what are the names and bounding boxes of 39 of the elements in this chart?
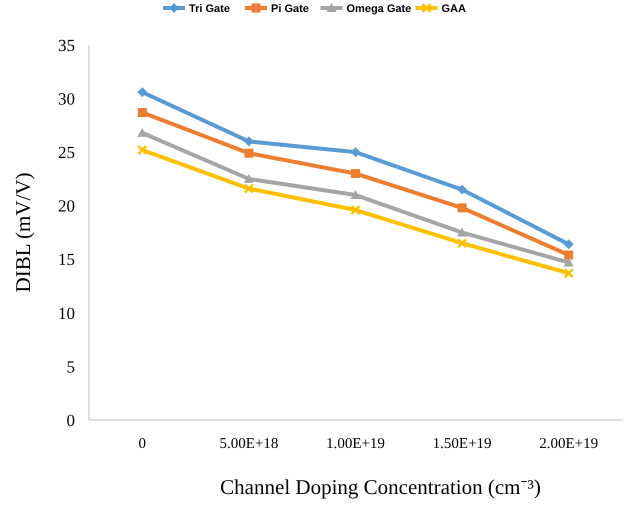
y-tick-label: 0 [66, 410, 75, 430]
point [564, 239, 574, 250]
point [458, 203, 467, 212]
x-tick-label: 2.00E+19 [539, 436, 598, 452]
y-tick-label: 25 [58, 143, 75, 162]
y-tick-label: 30 [58, 90, 75, 109]
x-tick-label: 5.00E+18 [219, 436, 278, 452]
point [351, 169, 360, 178]
y-tick-label: 10 [58, 304, 75, 323]
point [350, 190, 360, 199]
point [456, 238, 468, 248]
point [564, 250, 574, 260]
point [350, 204, 361, 216]
point [564, 258, 574, 266]
x-tick-label: 1.00E+19 [326, 436, 385, 452]
y-tick-label: 35 [58, 36, 75, 55]
point [457, 228, 468, 236]
y-tick-label: 20 [58, 196, 75, 216]
legend-label: Pi Gate [271, 2, 309, 15]
point [563, 268, 574, 278]
legend-label: Omega Gate [346, 2, 412, 15]
legend-label: Tri Gate [189, 2, 230, 15]
point [137, 128, 148, 137]
point [137, 144, 148, 156]
point [244, 136, 254, 146]
y-tick-label: 5 [66, 357, 75, 376]
point [457, 184, 468, 195]
y-tick-label: 15 [58, 250, 75, 270]
point [244, 148, 254, 158]
x-tick-label: 1.50E+19 [432, 436, 492, 452]
point [244, 174, 254, 183]
point [137, 87, 148, 98]
point [138, 108, 147, 117]
x-axis-title: Channel Doping Concentration (cm⁻³) [220, 475, 541, 499]
point [350, 147, 360, 158]
point [244, 183, 254, 194]
y-axis-title: DIBL (mV/V) [11, 172, 35, 292]
x-tick-label: 0 [138, 436, 146, 452]
legend-label: GAA [442, 2, 466, 15]
